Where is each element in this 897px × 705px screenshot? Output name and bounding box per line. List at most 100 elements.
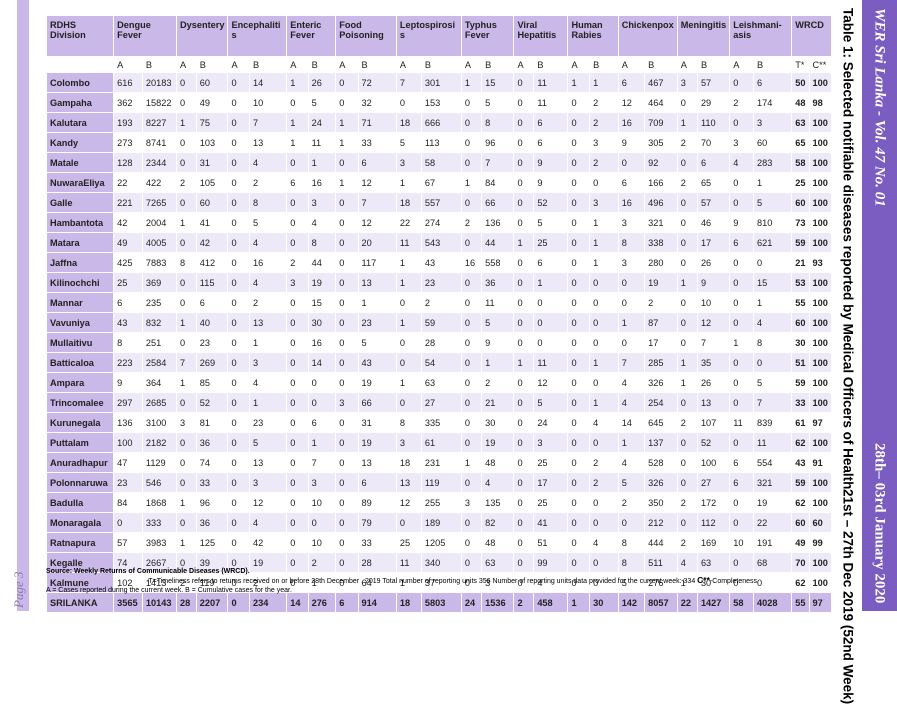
table-cell: 338	[645, 233, 677, 252]
table-cell: 0	[228, 253, 250, 272]
table-cell: 2	[645, 293, 677, 312]
table-cell: 5	[534, 393, 568, 412]
table-cell: 0	[590, 273, 618, 292]
footnote-timeliness-text: ·T=Timeliness refers to returns received…	[146, 578, 696, 585]
table-cell: 100	[114, 433, 142, 452]
table-cell: 60	[196, 73, 228, 92]
table-cell: 52	[697, 433, 730, 452]
table-cell: 1	[177, 493, 196, 512]
total-cell: 6	[336, 593, 358, 612]
table-cell: 0	[677, 393, 697, 412]
table-cell: 1	[336, 113, 358, 132]
table-cell: 6	[618, 173, 645, 192]
table-cell: 100	[809, 173, 831, 192]
table-cell: 0	[336, 93, 358, 112]
table-cell: 49	[196, 93, 228, 112]
subheader-cell: C**	[809, 57, 831, 72]
table-row: Kurunegala 136 3100 3 81 0 23 0 6 0 31 8 335 0 30 0 24 0 4…	[47, 413, 831, 432]
table-cell: 0	[228, 533, 250, 552]
table-cell: 0	[677, 473, 697, 492]
total-cell: 2	[514, 593, 534, 612]
table-cell: 70	[697, 133, 730, 152]
publication-band	[862, 0, 897, 611]
table-cell: 103	[196, 133, 228, 152]
table-cell: 85	[196, 373, 228, 392]
table-cell: 4	[754, 313, 792, 332]
table-cell: 0	[618, 293, 645, 312]
table-cell: 0	[677, 193, 697, 212]
table-row: Galle 221 7265 0 60 0 8 0 3 0 7 18 557 0 66 0 52 0 3 16 496 0…	[47, 193, 831, 212]
table-row: Vavuniya 43 832 1 40 0 13 0 30 0 23 1 59 0 5 0 0 0 0 1 87 0 12…	[47, 313, 831, 332]
footnote-timeliness: ·T=Timeliness refers to returns received…	[46, 576, 826, 586]
total-cell: 1427	[697, 593, 730, 612]
table-cell: 0	[730, 573, 754, 592]
table-cell: 1	[590, 393, 618, 412]
table-cell: 115	[196, 273, 228, 292]
table-cell: 2182	[142, 433, 176, 452]
table-cell: 1	[177, 313, 196, 332]
table-cell: 100	[809, 113, 831, 132]
table-cell: 0	[336, 533, 358, 552]
table-cell: 12	[250, 493, 287, 512]
table-cell: 3	[482, 573, 514, 592]
table-cell: 0	[514, 113, 534, 132]
table-cell: 7883	[142, 253, 176, 272]
table-cell: 11	[396, 553, 421, 572]
total-cell: 142	[618, 593, 645, 612]
table-cell: 43	[114, 313, 142, 332]
table-cell: 2	[590, 153, 618, 172]
table-cell: 2	[730, 93, 754, 112]
table-cell: 19	[358, 373, 396, 392]
table-cell: 1	[677, 373, 697, 392]
division-name: Mannar	[47, 293, 114, 312]
table-cell: 0	[228, 113, 250, 132]
table-cell: 2	[677, 133, 697, 152]
table-cell: 13	[358, 273, 396, 292]
table-cell: 1	[461, 453, 482, 472]
table-cell: 0	[461, 573, 482, 592]
table-cell: 68	[754, 553, 792, 572]
table-cell: 0	[177, 513, 196, 532]
table-cell: 5	[754, 373, 792, 392]
table-row: Badulla 84 1868 1 96 0 12 0 10 0 89 12 255 3 135 0 25 0 0 2…	[47, 493, 831, 512]
total-cell: 914	[358, 593, 396, 612]
table-cell: 33	[358, 133, 396, 152]
table-cell: 0	[568, 573, 590, 592]
table-cell: 1	[336, 173, 358, 192]
division-name: Galle	[47, 193, 114, 212]
table-cell: 10	[697, 293, 730, 312]
table-cell: 16	[308, 173, 336, 192]
table-cell: 0	[287, 313, 308, 332]
table-cell: 0	[228, 73, 250, 92]
table-cell: 5	[358, 333, 396, 352]
table-cell: 5	[250, 213, 287, 232]
table-cell: 0	[514, 313, 534, 332]
footnotes: Source: Weekly Returns of Communicable D…	[46, 567, 826, 595]
table-cell: 340	[421, 553, 461, 572]
table-cell: 0	[514, 253, 534, 272]
table-cell: 4	[250, 273, 287, 292]
table-cell: 0	[514, 493, 534, 512]
table-row: Kalutara 193 8227 1 75 0 7 1 24 1 71 18 666 0 8 0 6 0 2 16 7…	[47, 113, 831, 132]
table-cell: 9	[730, 213, 754, 232]
table-cell: 22	[754, 513, 792, 532]
table-cell: 72	[358, 73, 396, 92]
table-cell: 58	[792, 153, 809, 172]
table-cell: 0	[336, 233, 358, 252]
subheader-cell: B	[482, 57, 514, 72]
table-cell: 51	[534, 533, 568, 552]
division-name: Puttalam	[47, 433, 114, 452]
table-cell: 350	[645, 493, 677, 512]
division-name: Mullaitivu	[47, 333, 114, 352]
table-cell: 63	[792, 113, 809, 132]
table-cell: 0	[228, 213, 250, 232]
table-cell: 1	[396, 313, 421, 332]
table-cell: 2685	[142, 393, 176, 412]
table-cell: 35	[697, 353, 730, 372]
subheader-cell: T*	[792, 57, 809, 72]
division-name: Jaffna	[47, 253, 114, 272]
subheader-cell: B	[250, 57, 287, 72]
table-cell: 6	[534, 253, 568, 272]
total-cell: 4028	[754, 593, 792, 612]
table-cell: 7	[250, 113, 287, 132]
